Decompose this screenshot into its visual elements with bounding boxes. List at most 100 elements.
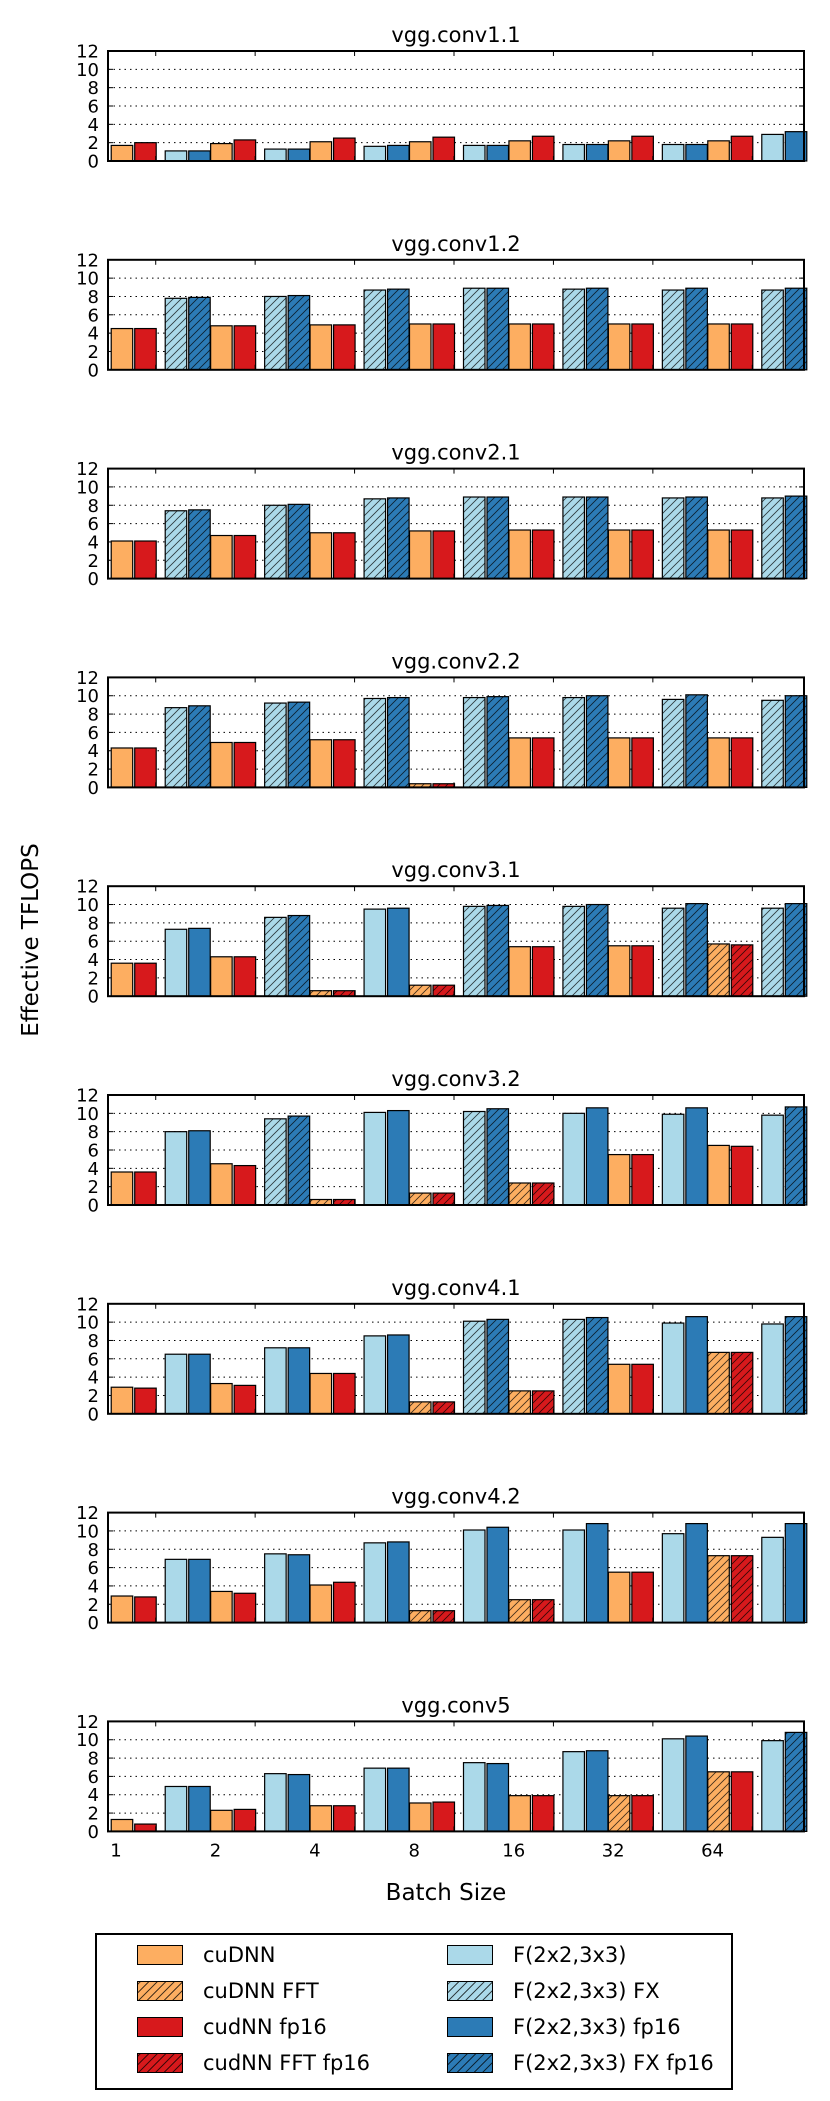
bar [607, 737, 631, 789]
y-tick-label: 8 [88, 1331, 99, 1352]
bar [134, 1596, 157, 1624]
bar [233, 1164, 257, 1206]
bar-hatch [487, 288, 509, 370]
bar-hatch [387, 697, 410, 788]
bar [508, 946, 532, 997]
bar [685, 1735, 708, 1832]
bar-hatch [487, 1108, 509, 1205]
y-tick-label: 8 [88, 913, 99, 934]
y-tick-label: 12 [76, 1503, 99, 1524]
bar-hatch [562, 497, 585, 579]
y-tick-label: 4 [88, 1368, 99, 1389]
bar [110, 1595, 134, 1624]
bar-hatch [463, 697, 485, 788]
subplot-title: vgg.conv4.2 [391, 1485, 520, 1509]
bar [730, 1771, 754, 1832]
y-tick-label: 0 [88, 1404, 99, 1425]
bar [508, 737, 532, 789]
legend-swatch [137, 2017, 183, 2037]
bar [707, 737, 730, 789]
bar-hatch [707, 1555, 730, 1623]
bar [562, 1751, 586, 1833]
bar [386, 1334, 410, 1415]
bar-hatch [288, 504, 310, 579]
legend-label: F(2x2,3x3) FX [513, 1979, 660, 2003]
y-tick-label: 8 [88, 78, 99, 99]
bar [233, 1384, 257, 1415]
bar-hatch [364, 290, 386, 370]
bar-hatch [165, 298, 187, 370]
bar [210, 1163, 233, 1206]
y-tick-label: 12 [76, 459, 99, 480]
bar [730, 135, 754, 162]
bar [432, 530, 456, 580]
bar-hatch [288, 702, 310, 788]
bar [761, 1114, 784, 1206]
bar-hatch [487, 905, 509, 997]
bar [164, 1558, 188, 1624]
bar [761, 1323, 784, 1415]
bar [386, 1109, 410, 1206]
bar [332, 532, 356, 580]
bar [134, 1171, 157, 1206]
bar [508, 323, 532, 371]
y-tick-label: 8 [88, 1540, 99, 1561]
bar-hatch [487, 497, 509, 579]
bar [309, 1805, 333, 1832]
legend-label: F(2x2,3x3) FX fp16 [513, 2051, 714, 2075]
bar [685, 143, 708, 162]
subplot-title: vgg.conv5 [401, 1693, 510, 1717]
y-tick-label: 0 [88, 152, 99, 173]
plot-frame [107, 1720, 805, 1833]
bar [134, 1387, 157, 1415]
bar [408, 323, 432, 371]
bar [287, 1554, 311, 1624]
bar-hatch [288, 915, 310, 997]
legend-label: cudNN FFT fp16 [203, 2051, 371, 2075]
y-tick-label: 10 [76, 60, 99, 81]
legend-swatch [447, 2053, 493, 2073]
bar [363, 1542, 387, 1624]
bar-hatch [264, 296, 287, 370]
bar [134, 327, 157, 371]
bar [707, 1144, 730, 1206]
bar-hatch [586, 695, 608, 788]
plot-frame [107, 467, 805, 580]
bar [110, 144, 134, 162]
bar [631, 945, 654, 997]
bar-hatch [387, 289, 410, 370]
bar [462, 1762, 486, 1833]
bar [233, 325, 257, 371]
legend-swatch [137, 2053, 183, 2073]
bar [631, 737, 654, 789]
bar-hatch [364, 498, 386, 579]
y-tick-label: 6 [88, 514, 99, 535]
bar [508, 1795, 532, 1833]
bar-hatch [785, 288, 807, 370]
bar [508, 529, 532, 580]
bar [210, 956, 233, 997]
subplot-title: vgg.conv2.2 [391, 649, 520, 673]
y-tick-label: 6 [88, 932, 99, 953]
y-tick-label: 10 [76, 477, 99, 498]
plot-frame [107, 258, 805, 371]
bar [309, 532, 333, 580]
y-tick-label: 12 [76, 42, 99, 63]
legend: cuDNN cuDNN FFT cudNN fp16 cudNN FFT fp16 F(… [95, 1933, 733, 2090]
bar [332, 137, 356, 162]
bar [486, 1526, 510, 1624]
bar [287, 148, 311, 162]
bar-hatch [333, 1199, 356, 1205]
bar [607, 1363, 631, 1415]
bar-hatch [586, 288, 608, 370]
bar [110, 327, 134, 371]
bar-hatch [662, 497, 684, 579]
bar [164, 928, 188, 997]
y-tick-label: 4 [88, 1159, 99, 1180]
bar [432, 323, 456, 371]
bar [233, 741, 257, 789]
bar [363, 908, 387, 997]
bar [363, 1111, 387, 1206]
bar [264, 148, 287, 162]
